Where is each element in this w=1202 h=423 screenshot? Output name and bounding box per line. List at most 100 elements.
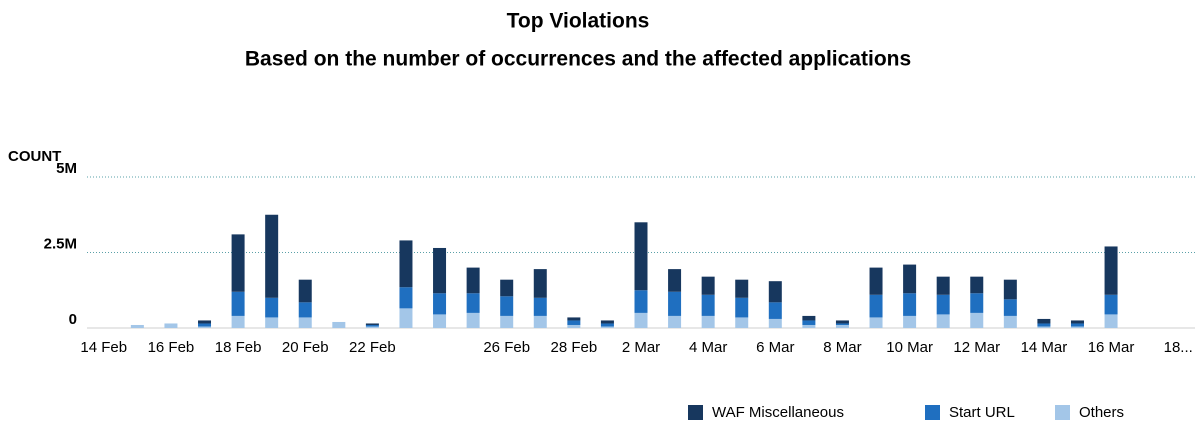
- bar-segment: [365, 324, 379, 327]
- bar-segment: [600, 323, 614, 327]
- x-tick-label: 20 Feb: [282, 339, 329, 356]
- bar-segment: [634, 222, 648, 291]
- bar-segment: [332, 321, 346, 328]
- bar-segment: [1104, 314, 1118, 328]
- x-tick-label: 26 Feb: [483, 339, 530, 356]
- bar-segment: [903, 293, 917, 316]
- x-tick-label: 10 Mar: [886, 339, 933, 356]
- bar-segment: [265, 317, 279, 328]
- bar-segment: [298, 279, 312, 303]
- bar-segment: [1070, 323, 1084, 327]
- bar-segment: [600, 320, 614, 324]
- x-tick-label: 16 Feb: [148, 339, 195, 356]
- bar-segment: [533, 315, 547, 328]
- bar-segment: [936, 276, 950, 295]
- legend-swatch: [688, 405, 703, 420]
- bar-segment: [567, 320, 581, 325]
- bar-segment: [567, 324, 581, 328]
- bar-segment: [265, 214, 279, 298]
- bar-segment: [668, 315, 682, 328]
- bar-segment: [802, 324, 816, 328]
- bar-segment: [500, 296, 514, 316]
- bar-segment: [500, 315, 514, 328]
- bar-segment: [1003, 299, 1017, 316]
- legend-swatch: [925, 405, 940, 420]
- x-tick-label: 16 Mar: [1088, 339, 1135, 356]
- bar-segment: [466, 293, 480, 313]
- bar-segment: [970, 276, 984, 294]
- bar-segment: [298, 302, 312, 318]
- bar-segment: [399, 287, 413, 309]
- bar-segment: [1037, 318, 1051, 324]
- x-tick-label: 12 Mar: [953, 339, 1000, 356]
- x-tick-label: 14 Feb: [80, 339, 127, 356]
- bar-segment: [466, 312, 480, 328]
- bar-segment: [399, 240, 413, 288]
- bar-segment: [768, 318, 782, 328]
- y-tick-label: 5M: [56, 160, 77, 177]
- bar-segment: [600, 326, 614, 328]
- bar-segment: [198, 320, 212, 324]
- bar-segment: [936, 294, 950, 315]
- x-tick-label: 18...: [1164, 339, 1193, 356]
- chart-subtitle: Based on the number of occurrences and t…: [245, 48, 911, 71]
- bar-segment: [735, 317, 749, 328]
- bar-segment: [903, 264, 917, 294]
- bar-segment: [735, 279, 749, 298]
- bar-segment: [768, 302, 782, 319]
- bar-segment: [365, 323, 379, 325]
- legend-label: Others: [1079, 404, 1124, 421]
- x-tick-label: 14 Mar: [1021, 339, 1068, 356]
- bar-segment: [903, 315, 917, 328]
- bar-segment: [567, 317, 581, 321]
- bar-segment: [533, 269, 547, 298]
- bar-segment: [433, 314, 447, 328]
- bar-segment: [802, 320, 816, 325]
- bar-segment: [768, 281, 782, 303]
- bar-segment: [466, 267, 480, 294]
- bar-segment: [231, 234, 245, 292]
- bar-segment: [365, 326, 379, 328]
- bar-segment: [130, 324, 144, 328]
- x-tick-label: 6 Mar: [756, 339, 794, 356]
- bar-segment: [231, 291, 245, 316]
- bar-segment: [500, 279, 514, 297]
- bar-segment: [802, 315, 816, 321]
- bar-segment: [970, 312, 984, 328]
- bar-segment: [1070, 326, 1084, 328]
- bar-segment: [231, 315, 245, 328]
- chart-title: Top Violations: [507, 10, 650, 33]
- bar-segment: [701, 294, 715, 316]
- y-axis-label: COUNT: [8, 148, 61, 165]
- bar-segment: [265, 297, 279, 318]
- bar-segment: [634, 312, 648, 328]
- y-tick-label: 0: [69, 311, 77, 328]
- bar-segment: [198, 323, 212, 327]
- bar-segment: [298, 317, 312, 328]
- legend-swatch: [1055, 405, 1070, 420]
- bar-segment: [835, 323, 849, 325]
- bar-segment: [433, 247, 447, 294]
- x-tick-label: 8 Mar: [823, 339, 861, 356]
- bar-segment: [1003, 315, 1017, 328]
- bar-segment: [936, 314, 950, 328]
- x-tick-label: 22 Feb: [349, 339, 396, 356]
- bar-segment: [198, 326, 212, 328]
- bar-segment: [533, 297, 547, 316]
- bar-segment: [869, 267, 883, 295]
- bar-segment: [634, 290, 648, 313]
- bar-segment: [399, 308, 413, 328]
- bar-segment: [970, 293, 984, 313]
- bar-segment: [835, 320, 849, 324]
- bar-segment: [1104, 294, 1118, 315]
- bar-segment: [668, 291, 682, 316]
- y-tick-label: 2.5M: [44, 235, 77, 252]
- bar-segment: [701, 315, 715, 328]
- bar-segment: [1037, 323, 1051, 327]
- bar-segment: [869, 317, 883, 328]
- x-tick-label: 4 Mar: [689, 339, 727, 356]
- bar-segment: [735, 297, 749, 318]
- bar-segment: [701, 276, 715, 295]
- legend-label: WAF Miscellaneous: [712, 404, 844, 421]
